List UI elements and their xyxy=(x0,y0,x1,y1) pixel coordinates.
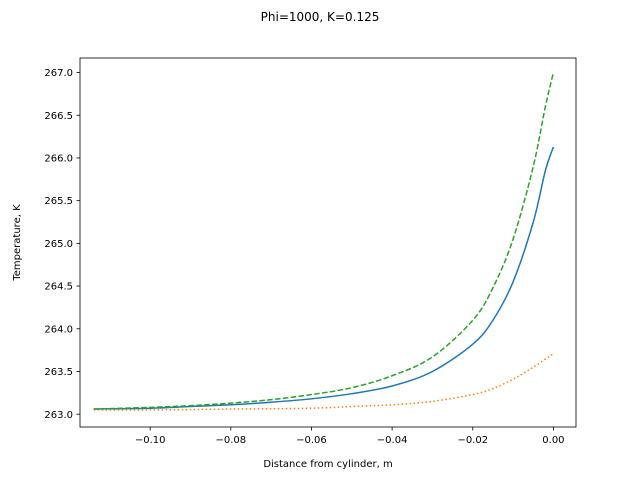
y-tick-label: 264.5 xyxy=(44,282,73,293)
y-tick-label: 263.0 xyxy=(44,410,73,421)
x-tick-label: −0.10 xyxy=(135,435,166,446)
series-line-3 xyxy=(93,72,555,410)
x-axis-label: Distance from cylinder, m xyxy=(263,459,392,470)
y-axis: 263.0 263.5 264.0 264.5 265.0 265.5 266.0 266.5… xyxy=(44,68,80,421)
y-tick-label: 266.0 xyxy=(44,154,73,165)
plot-area-frame xyxy=(79,57,577,428)
series-line-1 xyxy=(93,146,555,410)
y-tick-label: 265.5 xyxy=(44,196,73,207)
x-tick-label: 0.00 xyxy=(542,435,564,446)
y-tick-label: 263.5 xyxy=(44,367,73,378)
y-tick-label: 266.5 xyxy=(44,111,73,122)
y-axis-label: Temperature, K xyxy=(12,204,23,282)
y-tick-label: 264.0 xyxy=(44,324,73,335)
chart-title: Phi=1000, K=0.125 xyxy=(261,10,380,24)
x-axis: −0.10 −0.08 −0.06 −0.04 −0.02 0.00 xyxy=(135,427,565,446)
x-tick-label: −0.06 xyxy=(296,435,327,446)
y-tick-label: 267.0 xyxy=(44,68,73,79)
series-layer xyxy=(93,72,555,411)
x-tick-label: −0.08 xyxy=(215,435,246,446)
x-tick-label: −0.02 xyxy=(457,435,488,446)
y-tick-label: 265.0 xyxy=(44,239,73,250)
series-line-2 xyxy=(93,352,554,411)
x-tick-label: −0.04 xyxy=(377,435,408,446)
